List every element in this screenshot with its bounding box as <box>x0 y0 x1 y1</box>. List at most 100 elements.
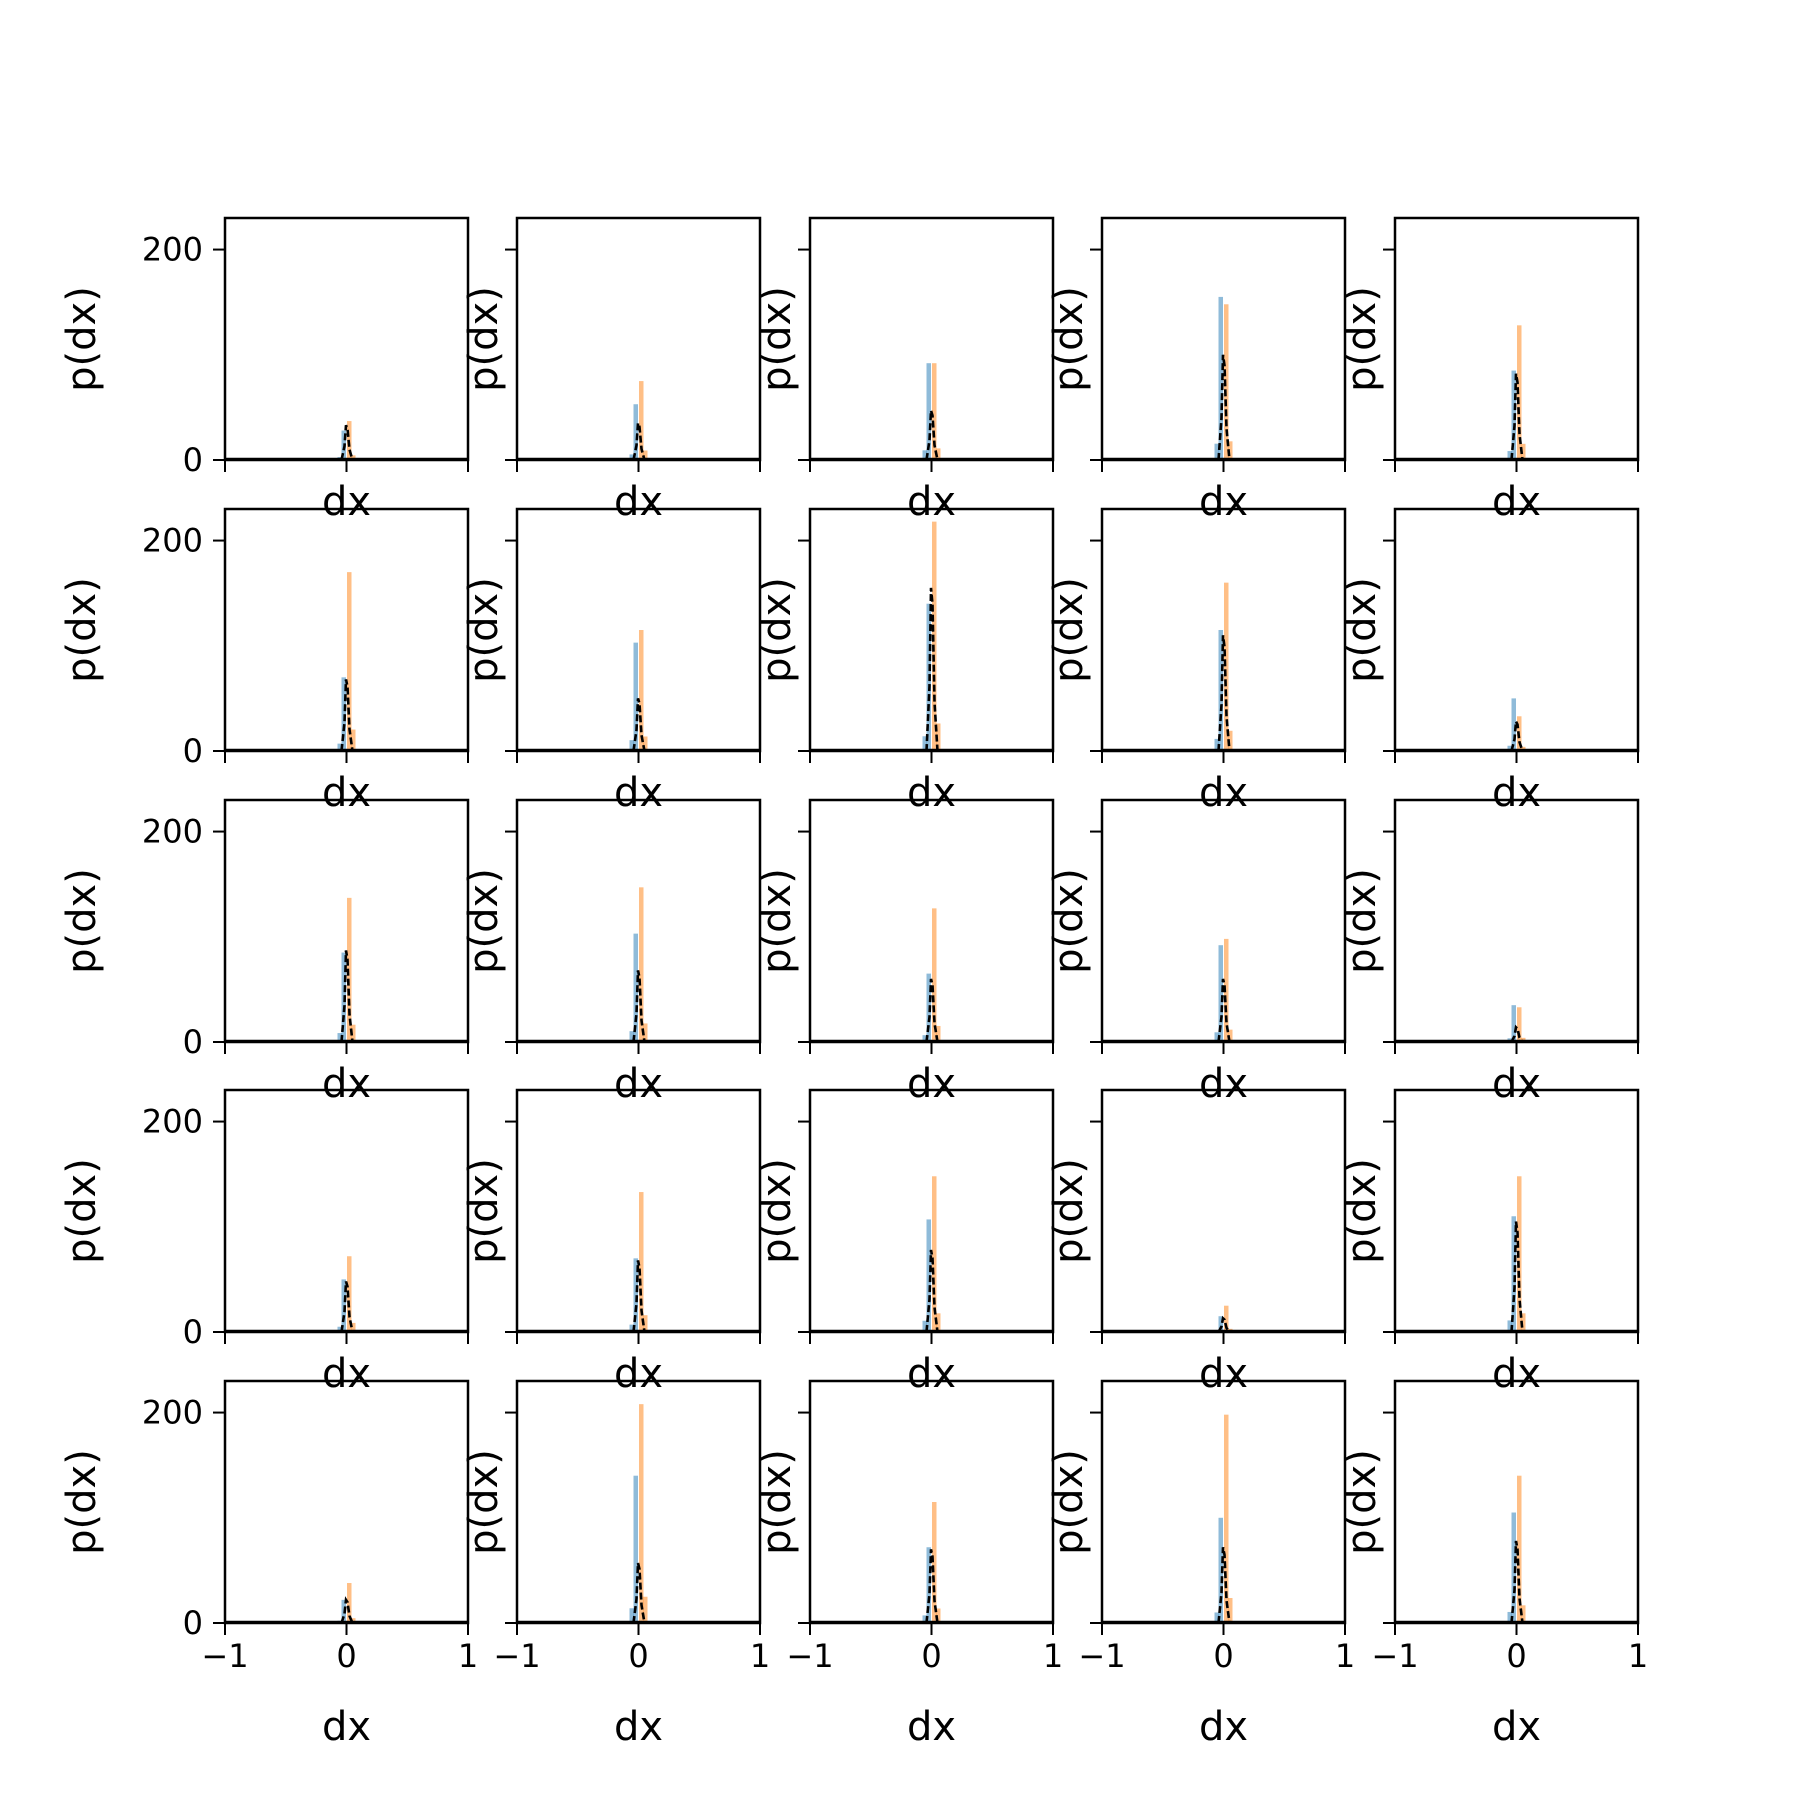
fit-line <box>1510 1540 1524 1624</box>
y-tick-label: 200 <box>142 1394 203 1432</box>
y-axis-label: p(dx) <box>1339 868 1385 974</box>
x-axis-label: dx <box>322 1704 371 1750</box>
x-tick-label: 1 <box>458 1637 478 1675</box>
blue-hist-side-bar <box>629 1031 634 1042</box>
x-axis-label: dx <box>1199 770 1248 816</box>
x-axis-label: dx <box>322 1351 371 1397</box>
x-tick-label: 0 <box>336 1637 356 1675</box>
subplot-r4-c3: −1 0 1 dx p(dx) <box>1046 1379 1355 1750</box>
y-tick-label: 0 <box>183 1604 203 1642</box>
x-axis-label: dx <box>907 1061 956 1107</box>
subplot-r2-c0: 0 200 dx p(dx) <box>59 798 470 1107</box>
y-tick-label: 0 <box>183 1313 203 1351</box>
orange-hist-side-bar <box>351 455 356 460</box>
fit-line <box>632 1260 646 1333</box>
orange-hist-side-bar <box>936 448 941 460</box>
x-axis-label: dx <box>322 770 371 816</box>
y-axis-label: p(dx) <box>1046 286 1092 392</box>
blue-hist-bar <box>926 1547 931 1623</box>
y-axis-label: p(dx) <box>1046 1158 1092 1264</box>
x-tick-label: −1 <box>201 1637 248 1675</box>
x-axis-label: dx <box>614 479 663 525</box>
x-tick-label: −1 <box>786 1637 833 1675</box>
fit-line <box>1510 716 1524 752</box>
fit-line <box>340 1596 354 1624</box>
blue-hist-side-bar <box>629 454 634 460</box>
blue-hist-side-bar <box>922 1320 927 1332</box>
orange-hist-bar <box>1224 582 1229 751</box>
orange-hist-bar <box>347 572 352 751</box>
x-tick-label: 1 <box>1628 1637 1648 1675</box>
x-tick-label: 0 <box>1213 1637 1233 1675</box>
blue-hist-bar <box>633 933 638 1042</box>
blue-hist-bar <box>633 404 638 460</box>
x-axis-label: dx <box>614 1704 663 1750</box>
orange-hist-bar <box>932 1176 937 1332</box>
y-axis-label: p(dx) <box>461 1449 507 1555</box>
fit-line <box>1510 1024 1524 1043</box>
fit-line <box>340 950 354 1043</box>
subplot-r1-c2: dx p(dx) <box>754 507 1055 816</box>
y-axis-label: p(dx) <box>59 868 105 974</box>
y-axis-label: p(dx) <box>59 577 105 683</box>
y-axis-label: p(dx) <box>754 577 800 683</box>
fit-line <box>1217 978 1231 1043</box>
x-axis-label: dx <box>1199 479 1248 525</box>
blue-hist-side-bar <box>1507 1320 1512 1332</box>
orange-hist-side-bar <box>936 1608 941 1623</box>
y-axis-label: p(dx) <box>461 577 507 683</box>
y-tick-label: 0 <box>183 1023 203 1061</box>
orange-hist-side-bar <box>1228 730 1233 751</box>
x-axis-label: dx <box>1199 1704 1248 1750</box>
blue-hist-bar <box>926 1219 931 1332</box>
blue-hist-side-bar <box>337 1326 342 1332</box>
x-tick-label: 0 <box>1506 1637 1526 1675</box>
fit-line <box>632 422 646 461</box>
fit-line <box>1217 1546 1231 1624</box>
subplot-r4-c1: −1 0 1 dx p(dx) <box>461 1379 770 1750</box>
x-tick-label: 1 <box>1043 1637 1063 1675</box>
orange-hist-bar <box>639 381 644 460</box>
blue-hist-bar <box>1511 1005 1516 1042</box>
x-axis-label: dx <box>1492 1704 1541 1750</box>
subplot-r3-c0: 0 200 dx p(dx) <box>59 1088 470 1397</box>
subplot-r3-c1: dx p(dx) <box>461 1088 762 1397</box>
orange-hist-side-bar <box>1228 1029 1233 1042</box>
subplot-r1-c3: dx p(dx) <box>1046 507 1347 816</box>
subplot-r3-c4: dx p(dx) <box>1339 1088 1640 1397</box>
subplot-r1-c0: 0 200 dx p(dx) <box>59 507 470 816</box>
subplot-r4-c2: −1 0 1 dx p(dx) <box>754 1379 1063 1750</box>
orange-hist-side-bar <box>351 1024 356 1042</box>
orange-hist-side-bar <box>643 1315 648 1332</box>
y-tick-label: 200 <box>142 1103 203 1141</box>
blue-hist-side-bar <box>922 450 927 460</box>
blue-hist-bar <box>1511 1512 1516 1623</box>
fit-line <box>340 424 354 461</box>
orange-hist-bar <box>1224 1305 1229 1332</box>
fit-line <box>1217 1315 1231 1333</box>
y-tick-label: 200 <box>142 813 203 851</box>
fit-line <box>340 679 354 752</box>
y-axis-label: p(dx) <box>1046 868 1092 974</box>
blue-hist-bar <box>1218 296 1223 460</box>
orange-hist-side-bar <box>643 450 648 460</box>
x-axis-label: dx <box>907 479 956 525</box>
x-tick-label: 1 <box>750 1637 770 1675</box>
blue-hist-bar <box>633 642 638 751</box>
orange-hist-side-bar <box>1228 1598 1233 1623</box>
x-axis-label: dx <box>907 770 956 816</box>
fit-line <box>632 970 646 1043</box>
orange-hist-bar <box>347 1583 352 1623</box>
y-tick-label: 200 <box>142 231 203 269</box>
orange-hist-side-bar <box>936 723 941 751</box>
fit-line <box>340 1281 354 1333</box>
x-tick-label: −1 <box>1371 1637 1418 1675</box>
y-axis-label: p(dx) <box>754 1449 800 1555</box>
fit-line <box>1510 1221 1524 1333</box>
x-axis-label: dx <box>1492 770 1541 816</box>
subplot-r0-c4: dx p(dx) <box>1339 216 1640 525</box>
orange-hist-bar <box>1517 1475 1522 1623</box>
blue-hist-side-bar <box>1214 443 1219 460</box>
y-axis-label: p(dx) <box>1339 577 1385 683</box>
